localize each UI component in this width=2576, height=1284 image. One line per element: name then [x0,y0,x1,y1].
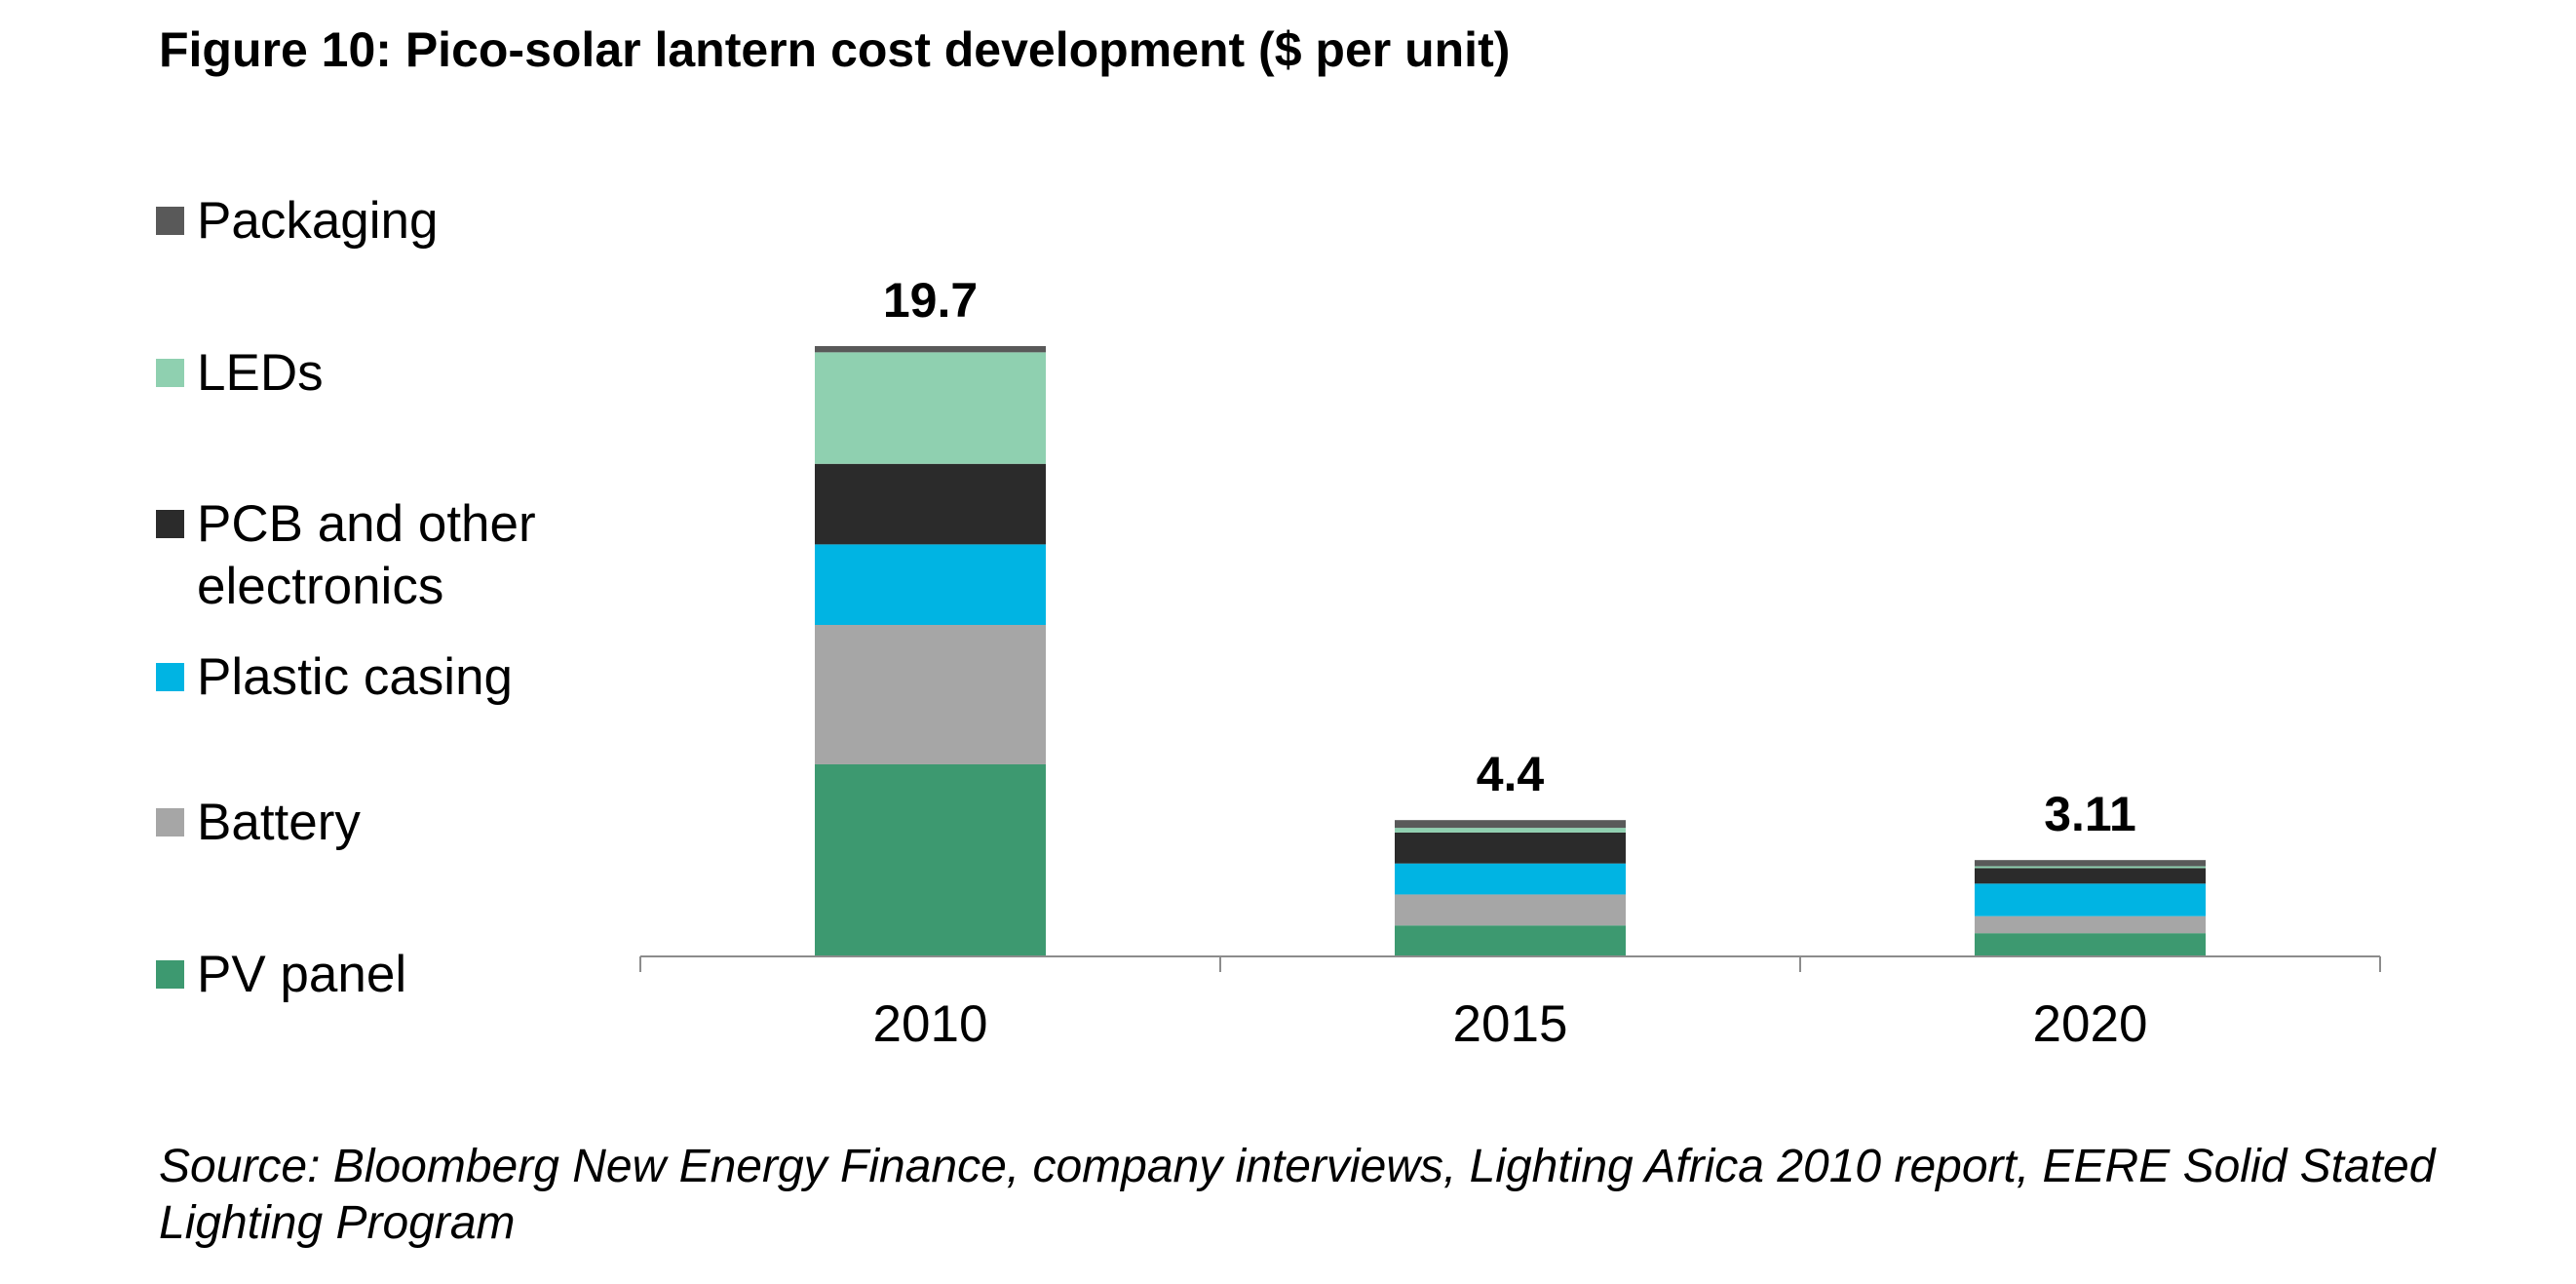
bar-segment-leds-2015 [1395,828,1626,833]
bar-segment-battery-2020 [1975,915,2206,934]
legend-swatch [156,359,184,387]
bar-segment-pv-panel-2015 [1395,925,1626,956]
bar-segment-leds-2020 [1975,866,2206,869]
legend-swatch [156,207,184,235]
x-tick-label-2020: 2020 [2033,995,2148,1053]
legend-label: PCB and other electronics [197,495,536,615]
legend-label: Battery [197,794,361,851]
bar-segment-battery-2015 [1395,894,1626,926]
legend-swatch [156,808,184,837]
x-tick-label-2015: 2015 [1453,995,1568,1053]
legend-label: Packaging [197,192,439,250]
total-label-2015: 4.4 [1477,747,1545,801]
bar-segment-packaging-2020 [1975,860,2206,867]
bar-segment-pv-panel-2020 [1975,933,2206,956]
chart-title: Figure 10: Pico-solar lantern cost devel… [159,22,1511,77]
bar-segment-plastic-casing-2015 [1395,863,1626,895]
bar-segment-pcb-and-other-electronics-2020 [1975,868,2206,884]
bar-segment-packaging-2010 [815,346,1046,353]
total-label-2010: 19.7 [883,273,978,328]
source-note: Source: Bloomberg New Energy Finance, co… [159,1141,2436,1249]
x-tick-label-2010: 2010 [873,995,988,1053]
bar-segment-pcb-and-other-electronics-2015 [1395,832,1626,864]
stacked-bar-chart: 19.7 2010 4.4 2015 3.11 2020 [639,273,2381,1053]
legend-swatch [156,960,184,989]
legend-label: Plastic casing [197,648,514,706]
bar-segment-pv-panel-2010 [815,763,1046,956]
bar-segment-packaging-2015 [1395,820,1626,829]
legend-swatch [156,510,184,538]
legend-label: PV panel [197,946,407,1003]
total-label-2020: 3.11 [2044,787,2136,841]
bar-segment-plastic-casing-2020 [1975,883,2206,916]
bar-segment-leds-2010 [815,352,1046,464]
bar-segment-battery-2010 [815,624,1046,764]
bar-segment-pcb-and-other-electronics-2010 [815,463,1046,545]
legend-swatch [156,663,184,691]
bar-segment-plastic-casing-2010 [815,544,1046,625]
legend-label: LEDs [197,344,324,402]
